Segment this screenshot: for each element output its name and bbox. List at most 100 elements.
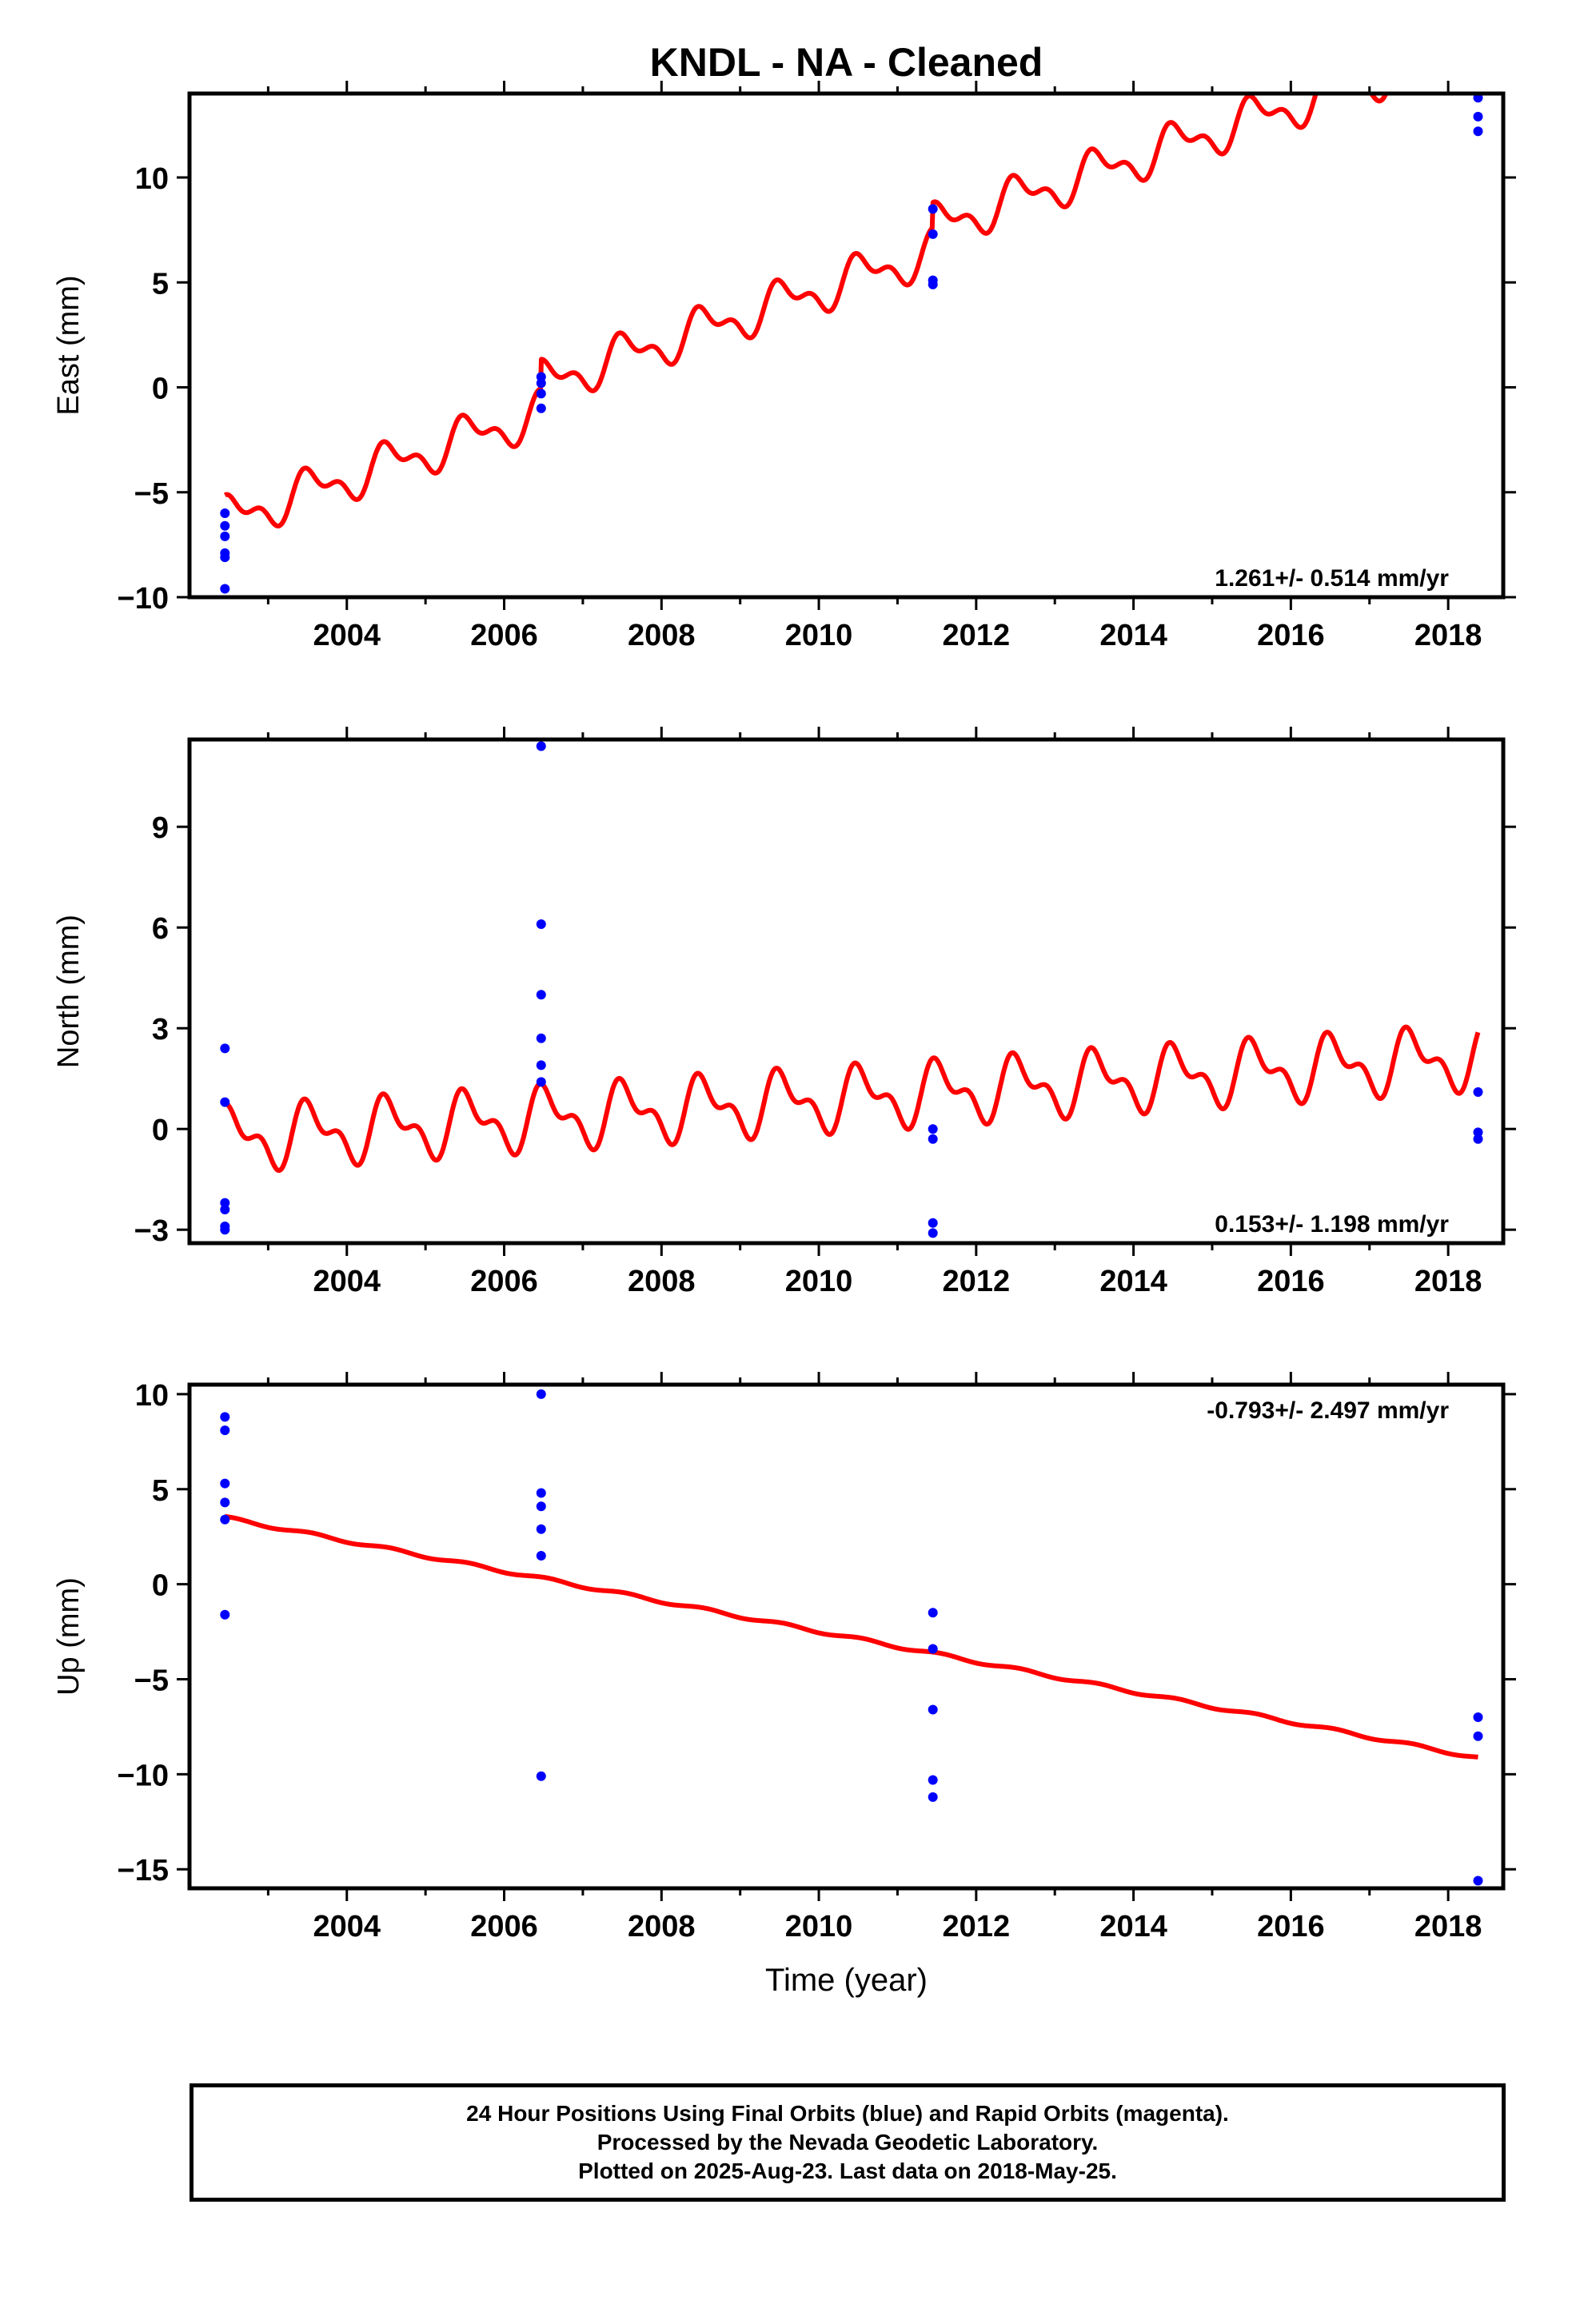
north-y-axis-label: North (mm) <box>52 915 86 1068</box>
footer-line-2: Processed by the Nevada Geodetic Laborat… <box>596 2130 1099 2155</box>
x-axis-label: Time (year) <box>765 1963 928 1998</box>
north-y-tick-label: 9 <box>152 811 169 845</box>
up-y-tick-label: 5 <box>152 1474 169 1508</box>
north-x-tick-label: 2018 <box>1414 1265 1482 1298</box>
up-data-point <box>536 1524 546 1534</box>
east-data-point <box>536 378 546 389</box>
up-data-point <box>536 1771 546 1781</box>
east-x-tick-label: 2018 <box>1414 619 1482 652</box>
east-y-tick-label: −5 <box>134 477 169 511</box>
up-data-point <box>928 1792 938 1802</box>
north-model-line <box>223 1024 1481 1174</box>
up-data-point <box>536 1488 546 1498</box>
east-x-tick-label: 2016 <box>1257 619 1325 652</box>
east-rate-annotation: 1.261+/- 0.514 mm/yr <box>1215 565 1449 592</box>
up-data-point <box>220 1425 230 1436</box>
up-data-point <box>220 1478 230 1489</box>
east-y-tick-label: 0 <box>152 373 169 406</box>
north-data-point <box>220 1043 230 1054</box>
up-x-tick-label: 2014 <box>1099 1910 1167 1943</box>
east-data-point <box>928 229 938 239</box>
up-y-tick-label: 0 <box>152 1569 169 1603</box>
chart-title: KNDL - NA - Cleaned <box>650 40 1043 85</box>
north-data-point <box>220 1205 230 1214</box>
north-data-point <box>1473 1134 1483 1144</box>
footer-line-3: Plotted on 2025-Aug-23. Last data on 201… <box>578 2159 1117 2183</box>
up-data-point <box>220 1609 230 1620</box>
north-data-point <box>536 990 546 1000</box>
east-x-tick-label: 2006 <box>470 619 538 652</box>
up-data-point <box>1473 1712 1483 1722</box>
up-y-tick-label: −10 <box>118 1759 169 1792</box>
north-data-point <box>536 1060 546 1070</box>
up-y-tick-label: −15 <box>118 1854 169 1888</box>
east-x-tick-label: 2012 <box>943 619 1011 652</box>
up-y-axis-label: Up (mm) <box>52 1577 86 1696</box>
north-data-point <box>536 1033 546 1043</box>
east-data-point <box>928 204 938 214</box>
north-x-tick-label: 2010 <box>785 1265 853 1298</box>
north-data-point <box>536 919 546 929</box>
up-data-point <box>928 1704 938 1715</box>
east-data-point <box>220 531 230 541</box>
east-data-point <box>220 508 230 518</box>
east-panel-frame <box>187 91 1506 600</box>
up-data-point <box>536 1501 546 1512</box>
north-data-point <box>1473 1087 1483 1097</box>
north-data-point <box>220 1225 230 1235</box>
up-y-tick-label: 10 <box>135 1379 169 1413</box>
up-data-point <box>928 1608 938 1618</box>
up-x-tick-label: 2008 <box>628 1910 696 1943</box>
up-x-tick-label: 2006 <box>470 1910 538 1943</box>
up-x-tick-label: 2016 <box>1257 1910 1325 1943</box>
north-data-point <box>536 741 546 751</box>
north-data-point <box>220 1097 230 1107</box>
up-x-tick-label: 2010 <box>785 1910 853 1943</box>
up-data-point <box>220 1412 230 1422</box>
east-data-point <box>928 279 938 289</box>
east-y-tick-label: 5 <box>152 267 169 301</box>
north-panel-frame <box>187 737 1506 1246</box>
east-x-tick-label: 2004 <box>313 619 381 652</box>
up-x-tick-label: 2018 <box>1414 1910 1482 1943</box>
up-data-point <box>220 1497 230 1508</box>
north-data-point <box>928 1228 938 1238</box>
up-data-point <box>536 1551 546 1561</box>
east-data-point <box>536 389 546 399</box>
up-data-point <box>1473 1731 1483 1741</box>
north-y-tick-label: 3 <box>152 1013 169 1046</box>
north-x-tick-label: 2004 <box>313 1265 381 1298</box>
east-y-axis-label: East (mm) <box>52 275 86 415</box>
footer-line-1: 24 Hour Positions Using Final Orbits (bl… <box>466 2101 1229 2126</box>
north-data-point <box>1473 1127 1483 1138</box>
north-y-tick-label: 6 <box>152 912 169 946</box>
east-y-tick-label: −10 <box>118 582 169 616</box>
up-data-point <box>1473 1876 1483 1886</box>
east-data-point <box>220 552 230 563</box>
up-x-tick-label: 2004 <box>313 1910 381 1943</box>
north-x-tick-label: 2012 <box>943 1265 1011 1298</box>
up-panel-frame <box>187 1382 1506 1891</box>
north-x-tick-label: 2014 <box>1099 1265 1167 1298</box>
east-x-tick-label: 2010 <box>785 619 853 652</box>
north-data-point <box>536 1077 546 1087</box>
north-data-point <box>928 1134 938 1144</box>
north-data-point <box>220 1198 230 1208</box>
up-model-line <box>223 1513 1480 1760</box>
north-data-point <box>928 1124 938 1134</box>
up-data-point <box>928 1644 938 1654</box>
east-x-tick-label: 2008 <box>628 619 696 652</box>
north-data-point <box>928 1218 938 1228</box>
east-data-point <box>220 520 230 531</box>
north-x-tick-label: 2008 <box>628 1265 696 1298</box>
north-x-tick-label: 2016 <box>1257 1265 1325 1298</box>
north-x-tick-label: 2006 <box>470 1265 538 1298</box>
up-y-tick-label: −5 <box>134 1664 169 1697</box>
east-data-point <box>536 403 546 413</box>
footer-info-box: 24 Hour Positions Using Final Orbits (bl… <box>190 2083 1506 2202</box>
up-x-tick-label: 2012 <box>943 1910 1011 1943</box>
north-y-tick-label: 0 <box>152 1114 169 1147</box>
up-data-point <box>220 1514 230 1525</box>
up-rate-annotation: -0.793+/- 2.497 mm/yr <box>1207 1397 1449 1424</box>
